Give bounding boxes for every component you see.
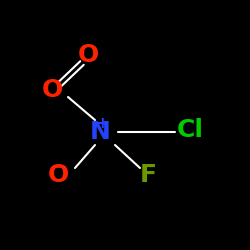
Text: O: O — [42, 78, 62, 102]
Text: −: − — [54, 160, 67, 174]
Text: N: N — [90, 120, 110, 144]
Text: O: O — [48, 163, 68, 187]
Text: +: + — [96, 116, 109, 132]
Text: Cl: Cl — [176, 118, 204, 142]
Text: O: O — [78, 43, 98, 67]
Text: F: F — [140, 163, 156, 187]
